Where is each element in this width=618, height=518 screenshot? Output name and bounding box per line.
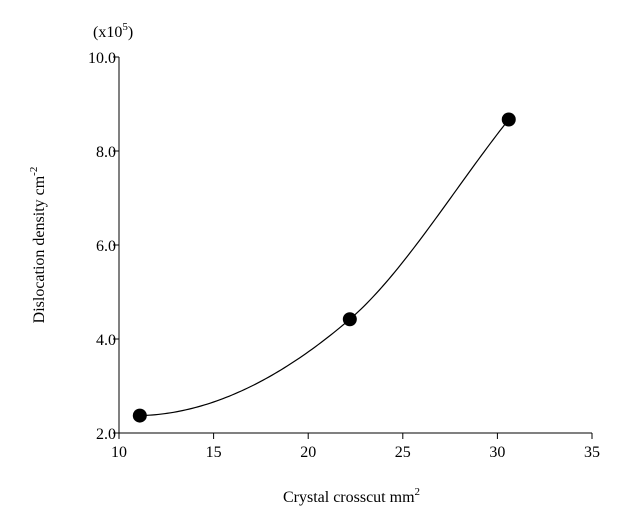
ticks-group: 10 15 20 25 30 35 2.0 4.0 6.0 8.0 10.0 — [88, 50, 600, 461]
x-tick-label: 10 — [111, 444, 127, 461]
y-multiplier-close: ) — [128, 24, 133, 41]
y-axis-label: Dislocation density cm-2 — [28, 167, 48, 324]
curve-layer — [139, 119, 510, 417]
x-tick-label: 35 — [584, 444, 600, 461]
x-axis-label: Crystal crosscut mm2 — [283, 486, 420, 506]
data-point — [342, 312, 357, 327]
x-axis-label-sup: 2 — [415, 486, 421, 498]
x-axis-label-text: Crystal crosscut mm — [283, 489, 415, 506]
y-tick-label: 2.0 — [96, 426, 116, 443]
axes-group — [118, 57, 592, 434]
y-tick-label: 4.0 — [96, 332, 116, 349]
y-tick-label: 6.0 — [96, 238, 116, 255]
data-point — [132, 408, 147, 423]
x-tick-label: 15 — [206, 444, 222, 461]
x-tick-label: 20 — [300, 444, 316, 461]
y-axis-label-text: Dislocation density cm — [31, 175, 48, 323]
points-layer — [132, 112, 516, 423]
x-tick-label: 30 — [489, 444, 505, 461]
fitted-curve — [139, 119, 510, 417]
x-tick-label: 25 — [395, 444, 411, 461]
y-tick-label: 10.0 — [88, 50, 116, 67]
y-multiplier-sup: 5 — [122, 21, 128, 33]
y-tick-label: 8.0 — [96, 144, 116, 161]
y-axis-multiplier-label: (x105) — [93, 21, 133, 41]
y-multiplier-text: (x10 — [93, 24, 122, 41]
y-axis-label-sup: -2 — [28, 167, 40, 176]
data-point — [501, 112, 516, 127]
